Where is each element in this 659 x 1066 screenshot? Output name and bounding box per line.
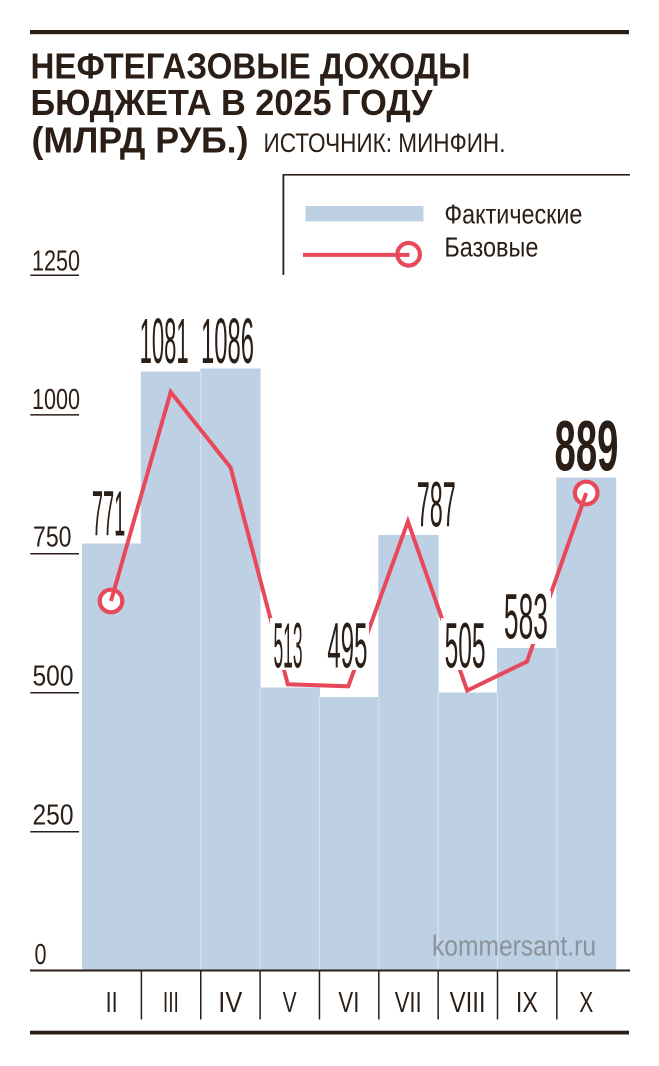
svg-text:II: II [106, 987, 118, 1019]
svg-text:Фактические: Фактические [444, 198, 582, 229]
svg-text:VII: VII [395, 987, 422, 1019]
svg-text:1081: 1081 [140, 305, 189, 377]
svg-text:1086: 1086 [201, 305, 254, 377]
svg-text:1250: 1250 [32, 246, 80, 278]
svg-text:(МЛРД РУБ.): (МЛРД РУБ.) [32, 120, 249, 161]
svg-text:БЮДЖЕТА В 2025 ГОДУ: БЮДЖЕТА В 2025 ГОДУ [31, 82, 434, 123]
svg-text:787: 787 [417, 469, 456, 541]
svg-text:495: 495 [327, 610, 367, 682]
svg-text:750: 750 [33, 522, 72, 554]
svg-text:Базовые: Базовые [444, 231, 538, 262]
svg-text:505: 505 [445, 610, 486, 682]
svg-text:583: 583 [504, 581, 548, 653]
svg-text:513: 513 [274, 610, 303, 682]
svg-text:X: X [579, 987, 593, 1019]
svg-text:kommersant.ru: kommersant.ru [432, 930, 596, 962]
svg-text:ИСТОЧНИК: МИНФИН.: ИСТОЧНИК: МИНФИН. [264, 128, 506, 158]
svg-text:771: 771 [92, 478, 126, 550]
svg-text:250: 250 [33, 800, 74, 832]
svg-text:VI: VI [338, 987, 359, 1019]
svg-text:V: V [283, 987, 297, 1019]
svg-text:1000: 1000 [32, 384, 80, 416]
svg-text:IX: IX [516, 987, 538, 1019]
svg-text:889: 889 [555, 408, 619, 487]
svg-text:0: 0 [35, 939, 47, 971]
svg-text:III: III [163, 987, 179, 1019]
svg-text:VIII: VIII [450, 987, 486, 1019]
svg-text:500: 500 [33, 661, 74, 693]
svg-text:IV: IV [218, 987, 243, 1019]
svg-text:НЕФТЕГАЗОВЫЕ ДОХОДЫ: НЕФТЕГАЗОВЫЕ ДОХОДЫ [31, 46, 471, 87]
